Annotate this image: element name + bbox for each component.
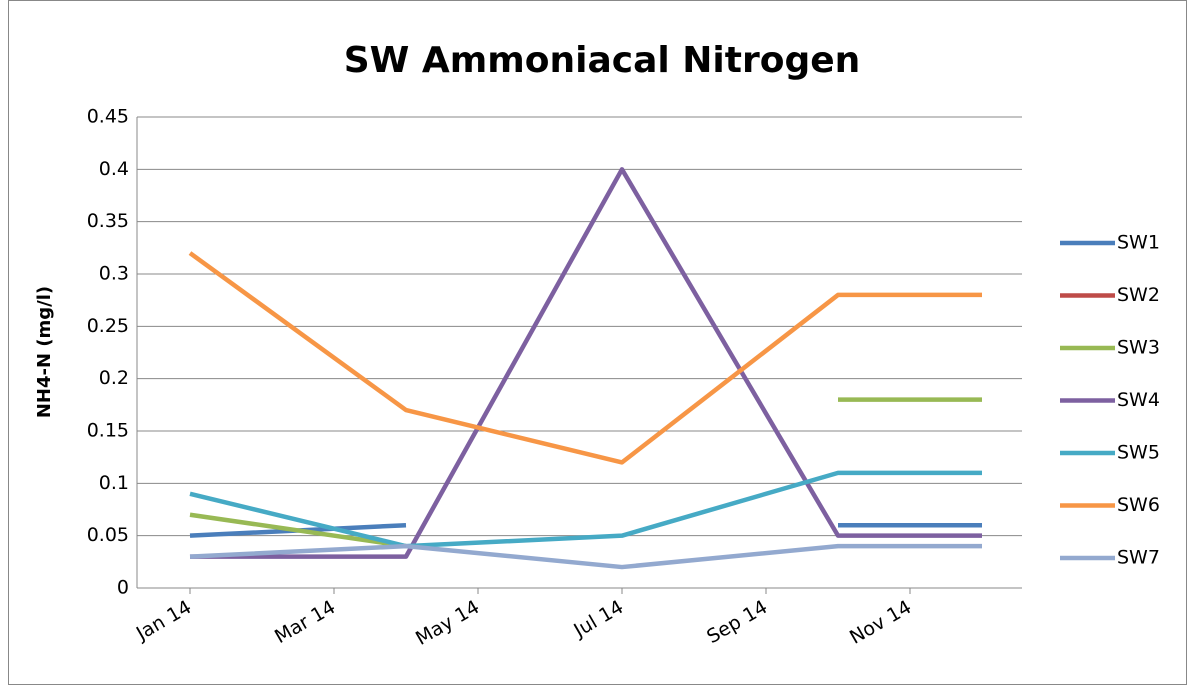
y-tick-label: 0.15 (87, 420, 129, 442)
y-tick-label: 0.25 (87, 315, 129, 337)
y-tick-label: 0.05 (87, 524, 129, 546)
series-line (189, 543, 982, 570)
chart-title: SW Ammoniacal Nitrogen (344, 40, 861, 81)
y-tick-label: 0.3 (99, 263, 129, 285)
series-line (189, 512, 407, 549)
legend-label: SW6 (1117, 494, 1160, 516)
legend-label: SW5 (1117, 442, 1160, 464)
series-line (190, 167, 982, 559)
series-line (188, 251, 982, 465)
legend-label: SW1 (1117, 232, 1160, 254)
legend-label: SW4 (1117, 389, 1160, 411)
y-tick-label: 0.45 (87, 106, 129, 128)
chart-frame (8, 0, 1187, 685)
y-tick-label: 0 (117, 577, 129, 599)
y-tick-label: 0.35 (87, 210, 129, 232)
legend-label: SW3 (1117, 337, 1160, 359)
y-axis-label: NH4-N (mg/l) (34, 286, 55, 418)
y-tick-label: 0.2 (99, 367, 129, 389)
y-tick-label: 0.1 (99, 472, 129, 494)
legend-label: SW7 (1117, 547, 1160, 569)
y-tick-label: 0.4 (99, 158, 129, 180)
legend-label: SW2 (1117, 284, 1160, 306)
series-line (189, 470, 982, 549)
